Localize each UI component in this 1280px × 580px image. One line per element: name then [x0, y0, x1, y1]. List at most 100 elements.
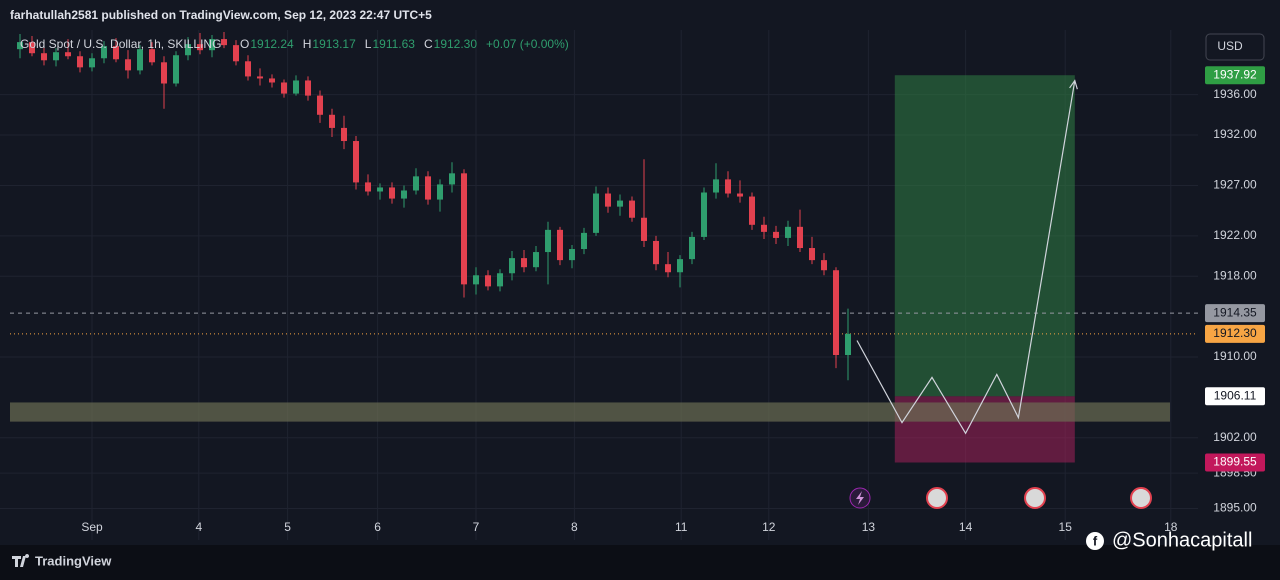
candle-body — [29, 42, 35, 54]
candle-body — [449, 173, 455, 185]
candle-body — [101, 46, 107, 59]
candle-body — [233, 45, 239, 62]
candle-body — [149, 49, 155, 63]
ohlc-legend: O 1912.24 H 1913.17 L 1911.63 C 1912.30 +0.07 (+… — [240, 37, 569, 51]
candle-body — [209, 39, 215, 51]
candle-body — [317, 95, 323, 115]
candle-body — [197, 44, 203, 51]
ohlc-key: H — [303, 37, 312, 51]
candle-body — [653, 240, 659, 265]
price-tag — [1205, 66, 1265, 85]
zone-band — [10, 402, 1170, 422]
x-tick-label: 5 — [284, 520, 291, 534]
ohlc-value: 1912.24 — [250, 37, 294, 51]
x-tick-label: 18 — [1164, 520, 1178, 534]
candle-body — [833, 270, 839, 356]
candle-body — [365, 182, 371, 192]
candle-body — [257, 76, 263, 79]
x-tick-label: 4 — [195, 520, 202, 534]
candle-body — [185, 44, 191, 56]
candle-body — [161, 62, 167, 84]
candle-body — [425, 176, 431, 200]
candle-body — [293, 80, 299, 94]
candle-body — [437, 184, 443, 200]
facebook-f: f — [1093, 533, 1098, 548]
price-tag-label: 1906.11 — [1214, 388, 1257, 402]
candle-body — [269, 78, 275, 83]
candle-body — [725, 179, 731, 194]
y-tick-label: 1922.00 — [1213, 228, 1257, 242]
candle-body — [821, 260, 827, 271]
currency[interactable]: USD — [1217, 39, 1243, 53]
candle-body — [473, 275, 479, 285]
ohlc-value: 1912.30 — [434, 37, 478, 51]
event-icon[interactable] — [1130, 487, 1152, 509]
price-tag-label: 1899.55 — [1213, 455, 1257, 469]
tv-logo-mark — [12, 554, 30, 567]
candle-body — [377, 187, 383, 192]
projection-arrowhead — [1069, 79, 1078, 90]
candle-body — [761, 224, 767, 232]
candle-body — [533, 252, 539, 268]
y-tick-label: 1895.00 — [1213, 501, 1257, 515]
ohlc-key: C — [424, 37, 433, 51]
candle-body — [497, 273, 503, 287]
ohlc-value: 1913.17 — [312, 37, 356, 51]
y-tick-label: 1936.00 — [1213, 87, 1257, 101]
candle-body — [689, 236, 695, 260]
candle-body — [41, 53, 47, 61]
candle-body — [557, 229, 563, 261]
event-icon-bolt — [856, 491, 864, 505]
candle-body — [401, 190, 407, 199]
projection-path — [856, 80, 1076, 435]
candle-body — [353, 141, 359, 183]
candle-body — [65, 52, 71, 57]
candle-body — [341, 127, 347, 142]
candle-body — [605, 193, 611, 207]
candle-body — [125, 59, 131, 71]
price-tag-label: 1914.35 — [1213, 305, 1257, 319]
currency-button[interactable] — [1205, 33, 1265, 61]
price-tag — [1205, 453, 1265, 472]
ohlc-value: 1911.63 — [372, 37, 415, 51]
candle-body — [413, 176, 419, 191]
candle-body — [809, 248, 815, 261]
y-tick-label: 1902.00 — [1213, 430, 1257, 444]
candle-body — [521, 258, 527, 268]
x-tick-label: 14 — [959, 520, 973, 534]
candle-body — [785, 226, 791, 238]
symbol: Gold Spot / U.S. Dollar, 1h, SKILLING — [20, 37, 221, 51]
candle-body — [677, 259, 683, 273]
candle-body — [701, 192, 707, 237]
x-tick-label: 6 — [374, 520, 381, 534]
event-icon[interactable] — [1024, 487, 1046, 509]
candle-body — [221, 39, 227, 46]
event-icon[interactable] — [926, 487, 948, 509]
candle-body — [89, 58, 95, 68]
candle-body — [569, 249, 575, 261]
x-tick-label: 7 — [473, 520, 480, 534]
x-tick-label: Sep — [81, 520, 103, 534]
candle-body — [305, 80, 311, 96]
x-tick-label: 15 — [1059, 520, 1073, 534]
x-tick-label: 13 — [862, 520, 876, 534]
y-tick-label: 1910.00 — [1213, 349, 1257, 363]
price-tag-label: 1937.92 — [1213, 67, 1257, 81]
candle-body — [173, 55, 179, 84]
candle-body — [749, 196, 755, 225]
candle-body — [77, 56, 83, 68]
candle-body — [113, 46, 119, 60]
target-box — [894, 75, 1075, 397]
candle-body — [773, 231, 779, 238]
price-tag — [1205, 324, 1265, 343]
tv-logo — [12, 554, 30, 567]
candle-body — [713, 179, 719, 193]
candle-body — [329, 114, 335, 128]
facebook-icon — [1086, 532, 1104, 550]
plot-area — [0, 30, 1198, 540]
candle-body — [137, 49, 143, 71]
price-tag-label: 1912.30 — [1213, 326, 1257, 340]
